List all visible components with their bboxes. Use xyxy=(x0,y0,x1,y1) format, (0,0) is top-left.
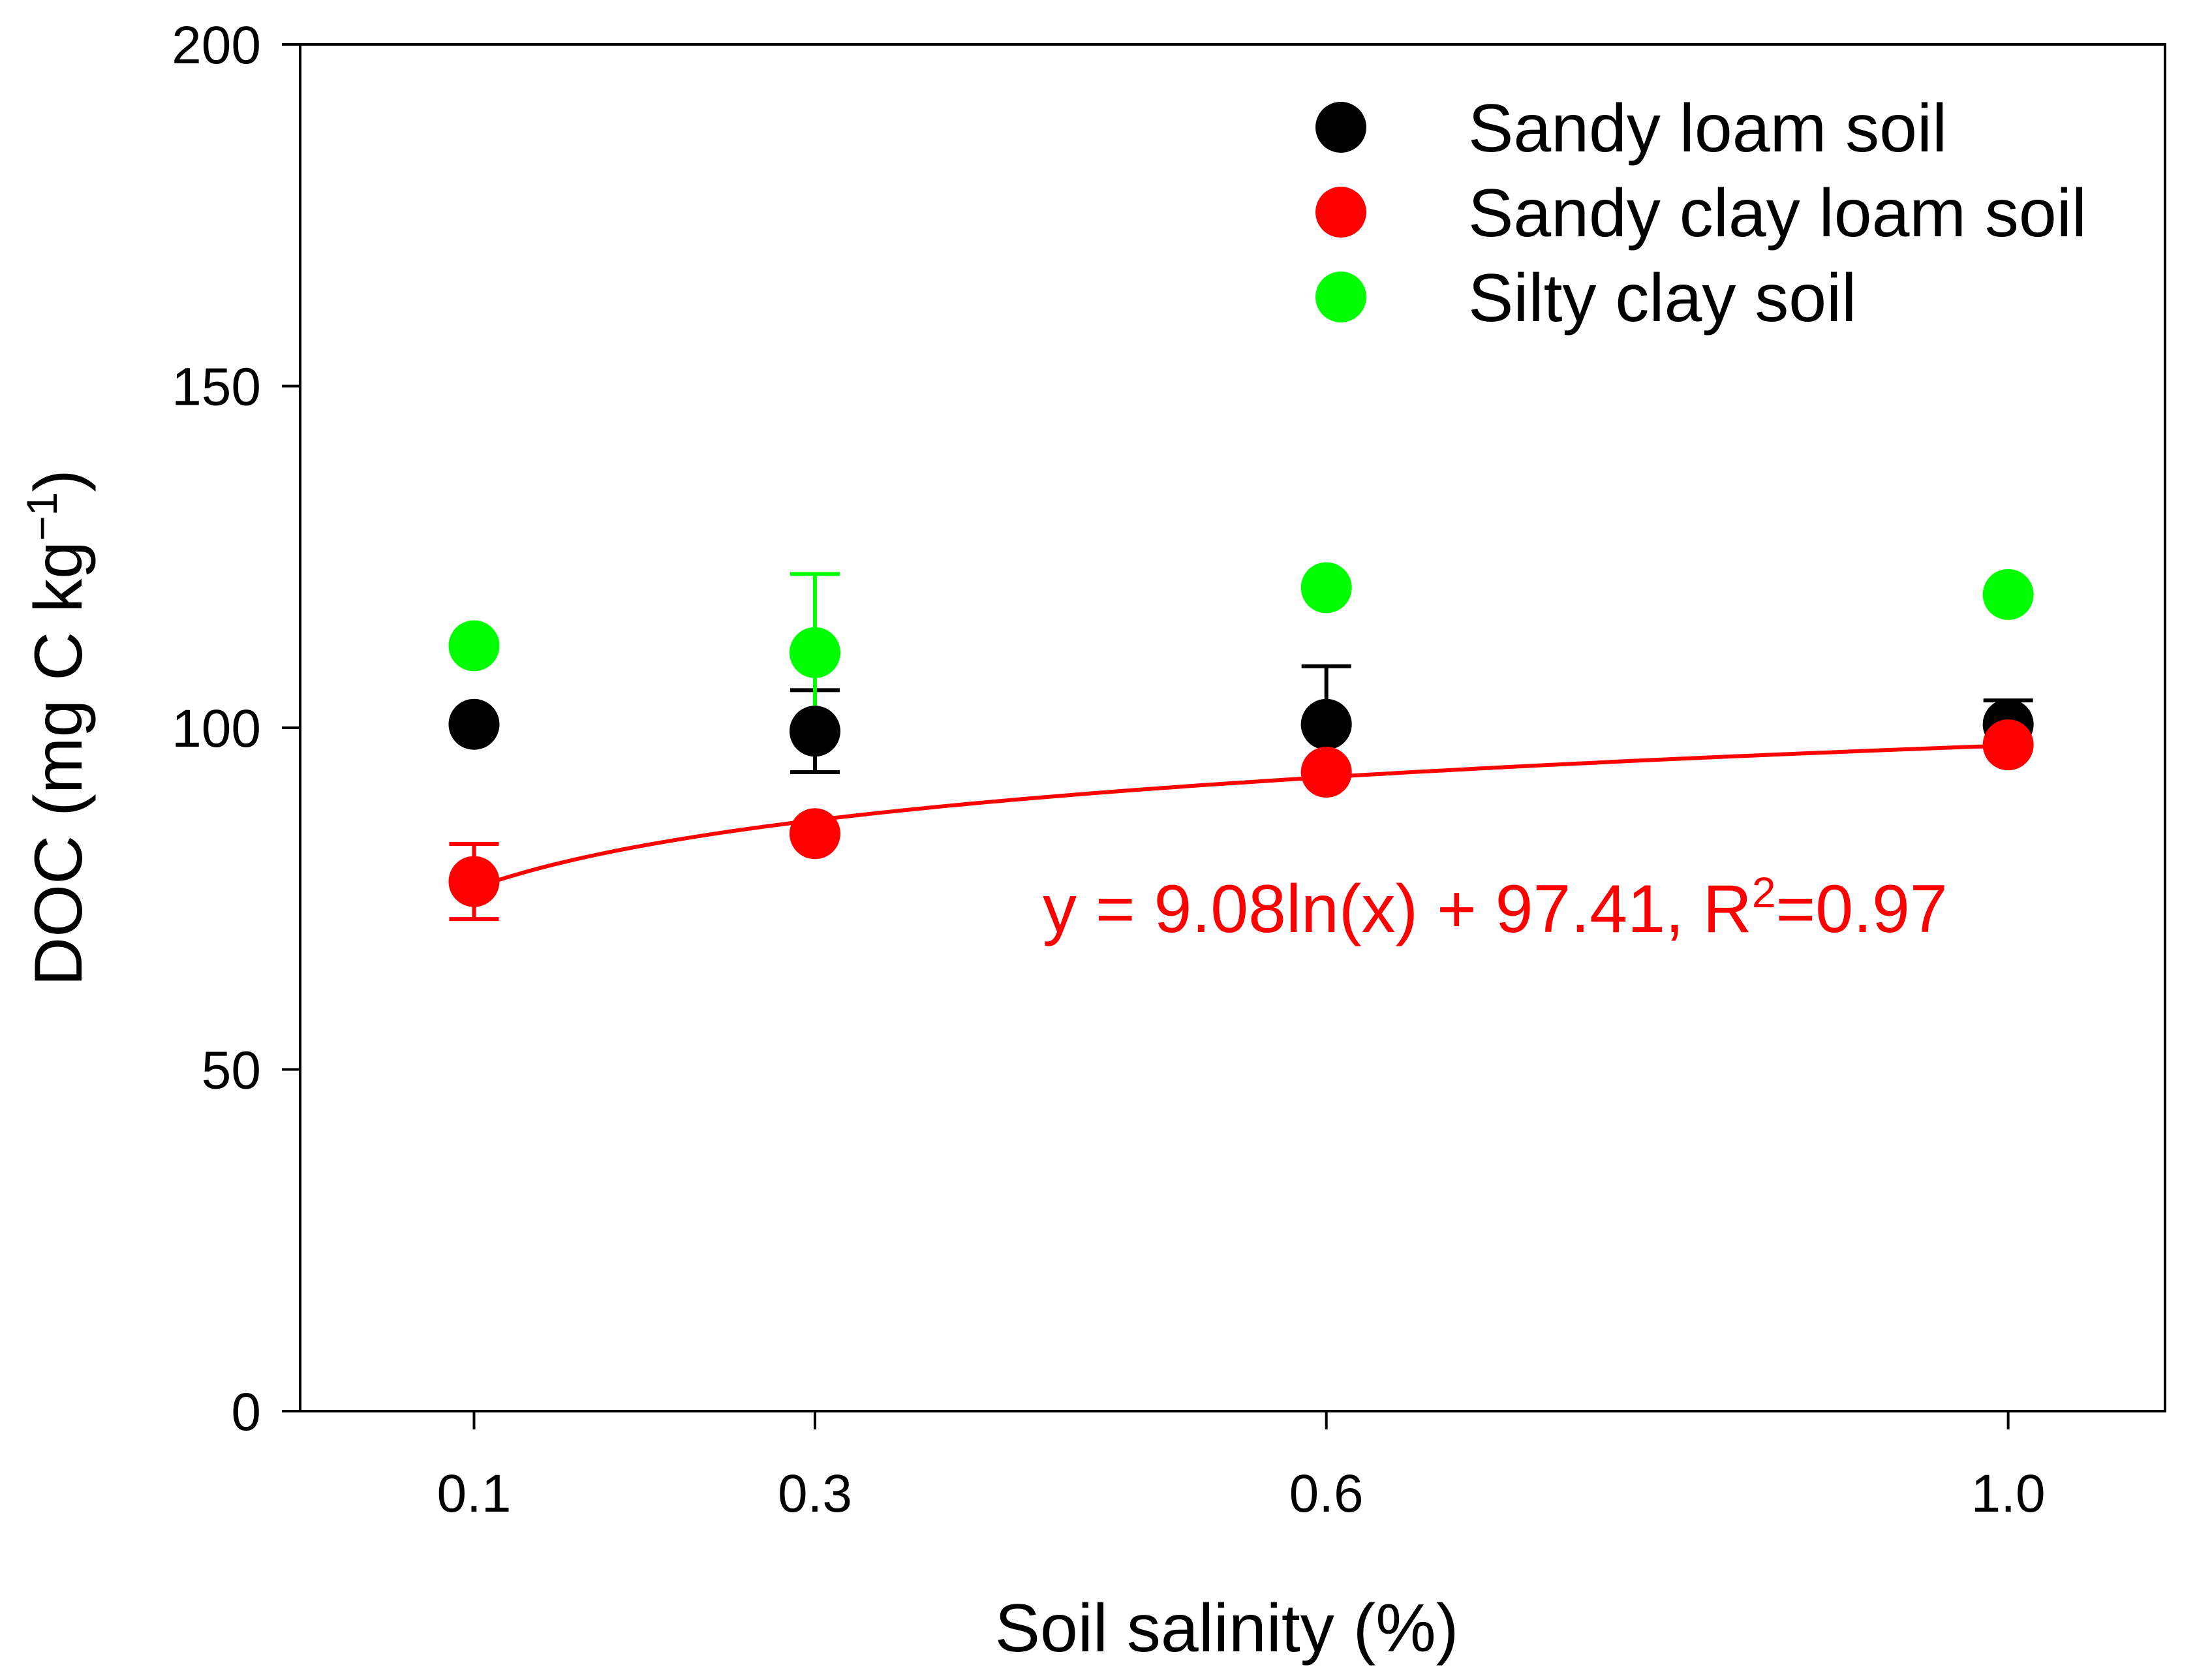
y-tick-label-50: 50 xyxy=(202,1041,261,1100)
y-tick-label-150: 150 xyxy=(172,358,261,417)
point-silty-clay-soil-0.1 xyxy=(448,620,500,672)
point-sandy-loam-soil-0.1 xyxy=(448,698,500,750)
y-tick-label-200: 200 xyxy=(172,16,261,75)
y-axis: 0 50 100 150 200 xyxy=(172,16,300,1442)
point-silty-clay-soil-0.3 xyxy=(789,627,840,678)
legend-marker-silty-clay-soil xyxy=(1315,272,1366,322)
y-axis-title: DOC (mg C kg−1) xyxy=(18,469,97,986)
x-tick-label-0.6: 0.6 xyxy=(1289,1464,1364,1523)
point-sandy-loam-soil-0.3 xyxy=(789,706,840,757)
x-tick-label-0.1: 0.1 xyxy=(437,1464,511,1523)
point-sandy-clay-loam-soil-0.3 xyxy=(789,808,840,860)
x-axis: 0.1 0.3 0.6 1.0 xyxy=(437,1411,2046,1523)
point-sandy-clay-loam-soil-0.1 xyxy=(448,856,500,907)
y-tick-label-100: 100 xyxy=(172,699,261,758)
y-tick-label-0: 0 xyxy=(231,1382,261,1442)
point-sandy-clay-loam-soil-0.6 xyxy=(1300,747,1352,798)
point-silty-clay-soil-1.0 xyxy=(1982,569,2034,620)
point-sandy-clay-loam-soil-1.0 xyxy=(1982,719,2034,771)
legend-label-silty-clay-soil: Silty clay soil xyxy=(1468,260,1856,336)
x-tick-label-1.0: 1.0 xyxy=(1971,1464,2046,1523)
fit-curve xyxy=(473,743,2008,890)
legend-label-sandy-clay-loam-soil: Sandy clay loam soil xyxy=(1468,176,2087,251)
legend-label-sandy-loam-soil: Sandy loam soil xyxy=(1468,91,1947,166)
x-tick-label-0.3: 0.3 xyxy=(778,1464,852,1523)
fit-equation: y = 9.08ln(x) + 97.41, R2=0.97 xyxy=(1043,868,1948,947)
legend-marker-sandy-loam-soil xyxy=(1315,102,1366,153)
x-axis-title: Soil salinity (%) xyxy=(995,1591,1459,1666)
legend-marker-sandy-clay-loam-soil xyxy=(1315,187,1366,238)
point-sandy-loam-soil-0.6 xyxy=(1300,698,1352,750)
chart-marks xyxy=(448,562,2034,922)
legend: Sandy loam soil Sandy clay loam soil Silty… xyxy=(1315,91,2087,336)
point-silty-clay-soil-0.6 xyxy=(1300,562,1352,614)
